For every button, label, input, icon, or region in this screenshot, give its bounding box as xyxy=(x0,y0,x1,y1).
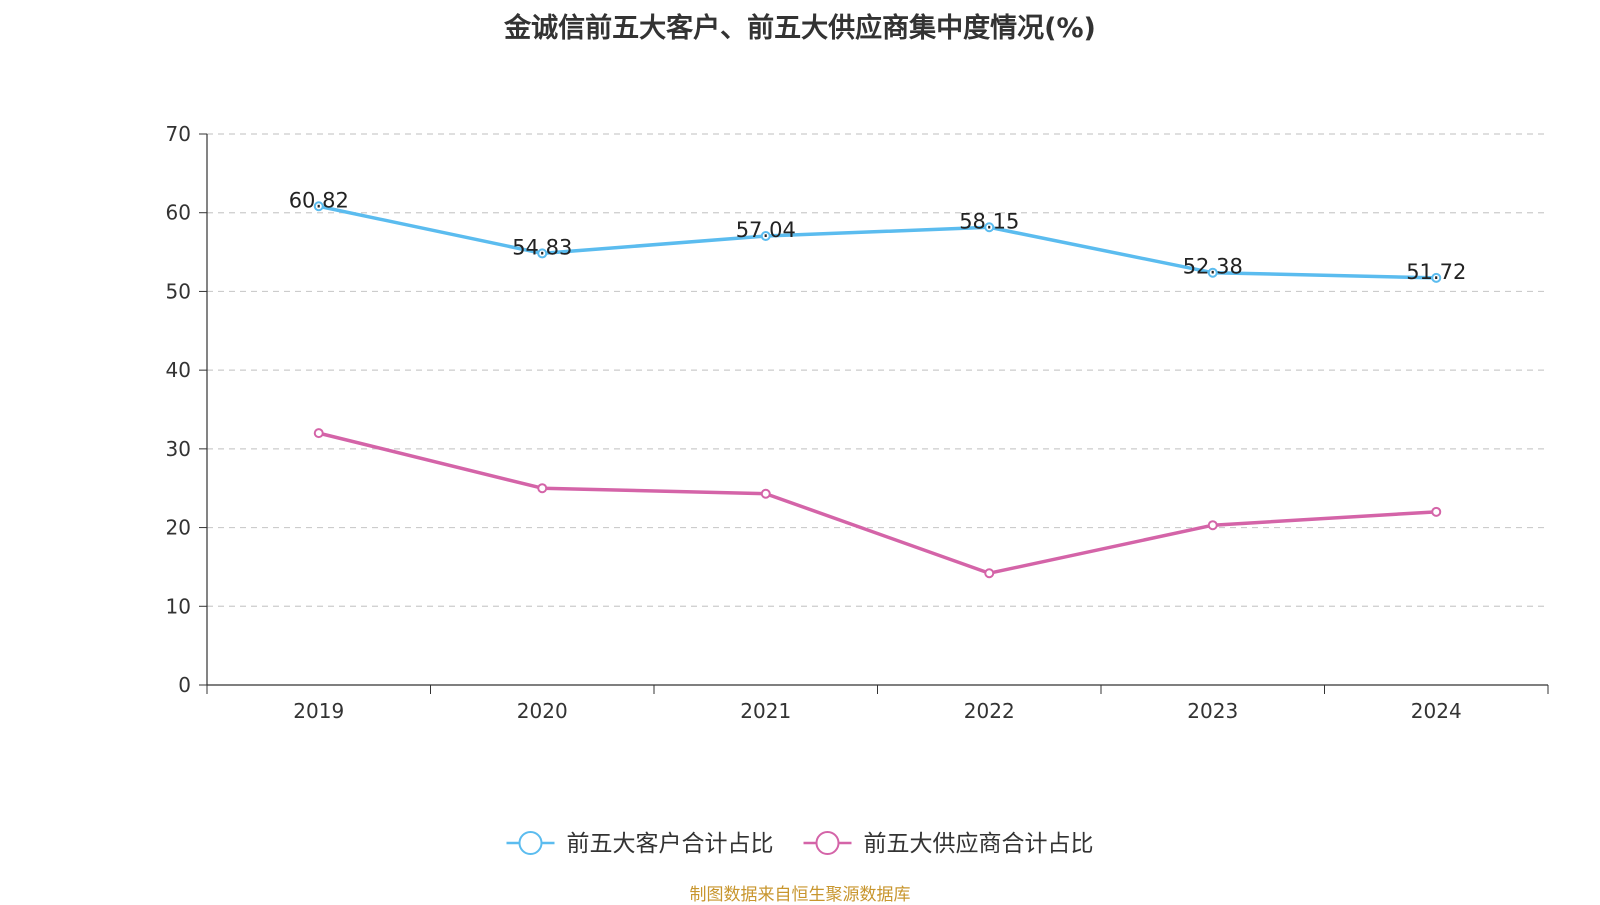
y-tick-label: 40 xyxy=(166,358,191,382)
source-note: 制图数据来自恒生聚源数据库 xyxy=(689,885,911,905)
data-label: 60.82 xyxy=(289,188,349,212)
data-point xyxy=(537,248,548,259)
data-point xyxy=(984,222,995,233)
x-tick-label: 2021 xyxy=(740,699,791,723)
series-line-1 xyxy=(317,204,1438,280)
data-point xyxy=(760,231,771,242)
data-label: 54.83 xyxy=(512,235,572,259)
data-point xyxy=(313,201,324,212)
y-tick-label: 0 xyxy=(178,673,191,697)
y-tick-label: 10 xyxy=(166,594,191,618)
grid-lines xyxy=(207,133,1548,607)
y-tick-label: 20 xyxy=(166,516,191,540)
y-tick-label: 70 xyxy=(166,122,191,146)
x-tick-label: 2022 xyxy=(964,699,1015,723)
axes: 0 10 20 30 40 50 60 70 2019 2020 2021 2022 2023 2024 xyxy=(166,122,1549,723)
data-point xyxy=(1431,272,1442,283)
y-tick-label: 30 xyxy=(166,437,191,461)
data-labels: 60.82 54.83 57.04 58.15 52.38 51.72 xyxy=(289,188,1467,284)
legend-marker-icon xyxy=(815,831,840,855)
x-tick-label: 2023 xyxy=(1187,699,1238,723)
legend-label: 前五大供应商合计占比 xyxy=(864,831,1094,857)
legend[interactable]: 前五大客户合计占比 前五大供应商合计占比 xyxy=(506,831,1094,857)
legend-item-2[interactable]: 前五大供应商合计占比 xyxy=(803,831,1094,857)
legend-item-1[interactable]: 前五大客户合计占比 xyxy=(506,831,774,857)
data-point xyxy=(1207,267,1218,278)
series-lines xyxy=(313,201,1442,579)
data-point xyxy=(313,428,324,439)
data-label: 51.72 xyxy=(1406,260,1466,284)
x-tick-label: 2024 xyxy=(1411,699,1462,723)
data-point xyxy=(1207,520,1218,531)
y-tick-label: 50 xyxy=(166,279,191,303)
y-tick-label: 60 xyxy=(166,201,191,225)
data-point xyxy=(984,568,995,579)
legend-label: 前五大客户合计占比 xyxy=(567,831,774,857)
data-label: 58.15 xyxy=(959,209,1019,233)
data-point xyxy=(760,488,771,499)
legend-marker-icon xyxy=(518,831,543,855)
data-point xyxy=(537,483,548,494)
x-tick-label: 2019 xyxy=(293,699,344,723)
data-label: 57.04 xyxy=(736,218,796,242)
data-point xyxy=(1431,506,1442,517)
data-label: 52.38 xyxy=(1183,255,1243,279)
chart-title: 金诚信前五大客户、前五大供应商集中度情况(%) xyxy=(504,13,1096,44)
series-line-2 xyxy=(317,431,1438,575)
x-tick-label: 2020 xyxy=(517,699,568,723)
